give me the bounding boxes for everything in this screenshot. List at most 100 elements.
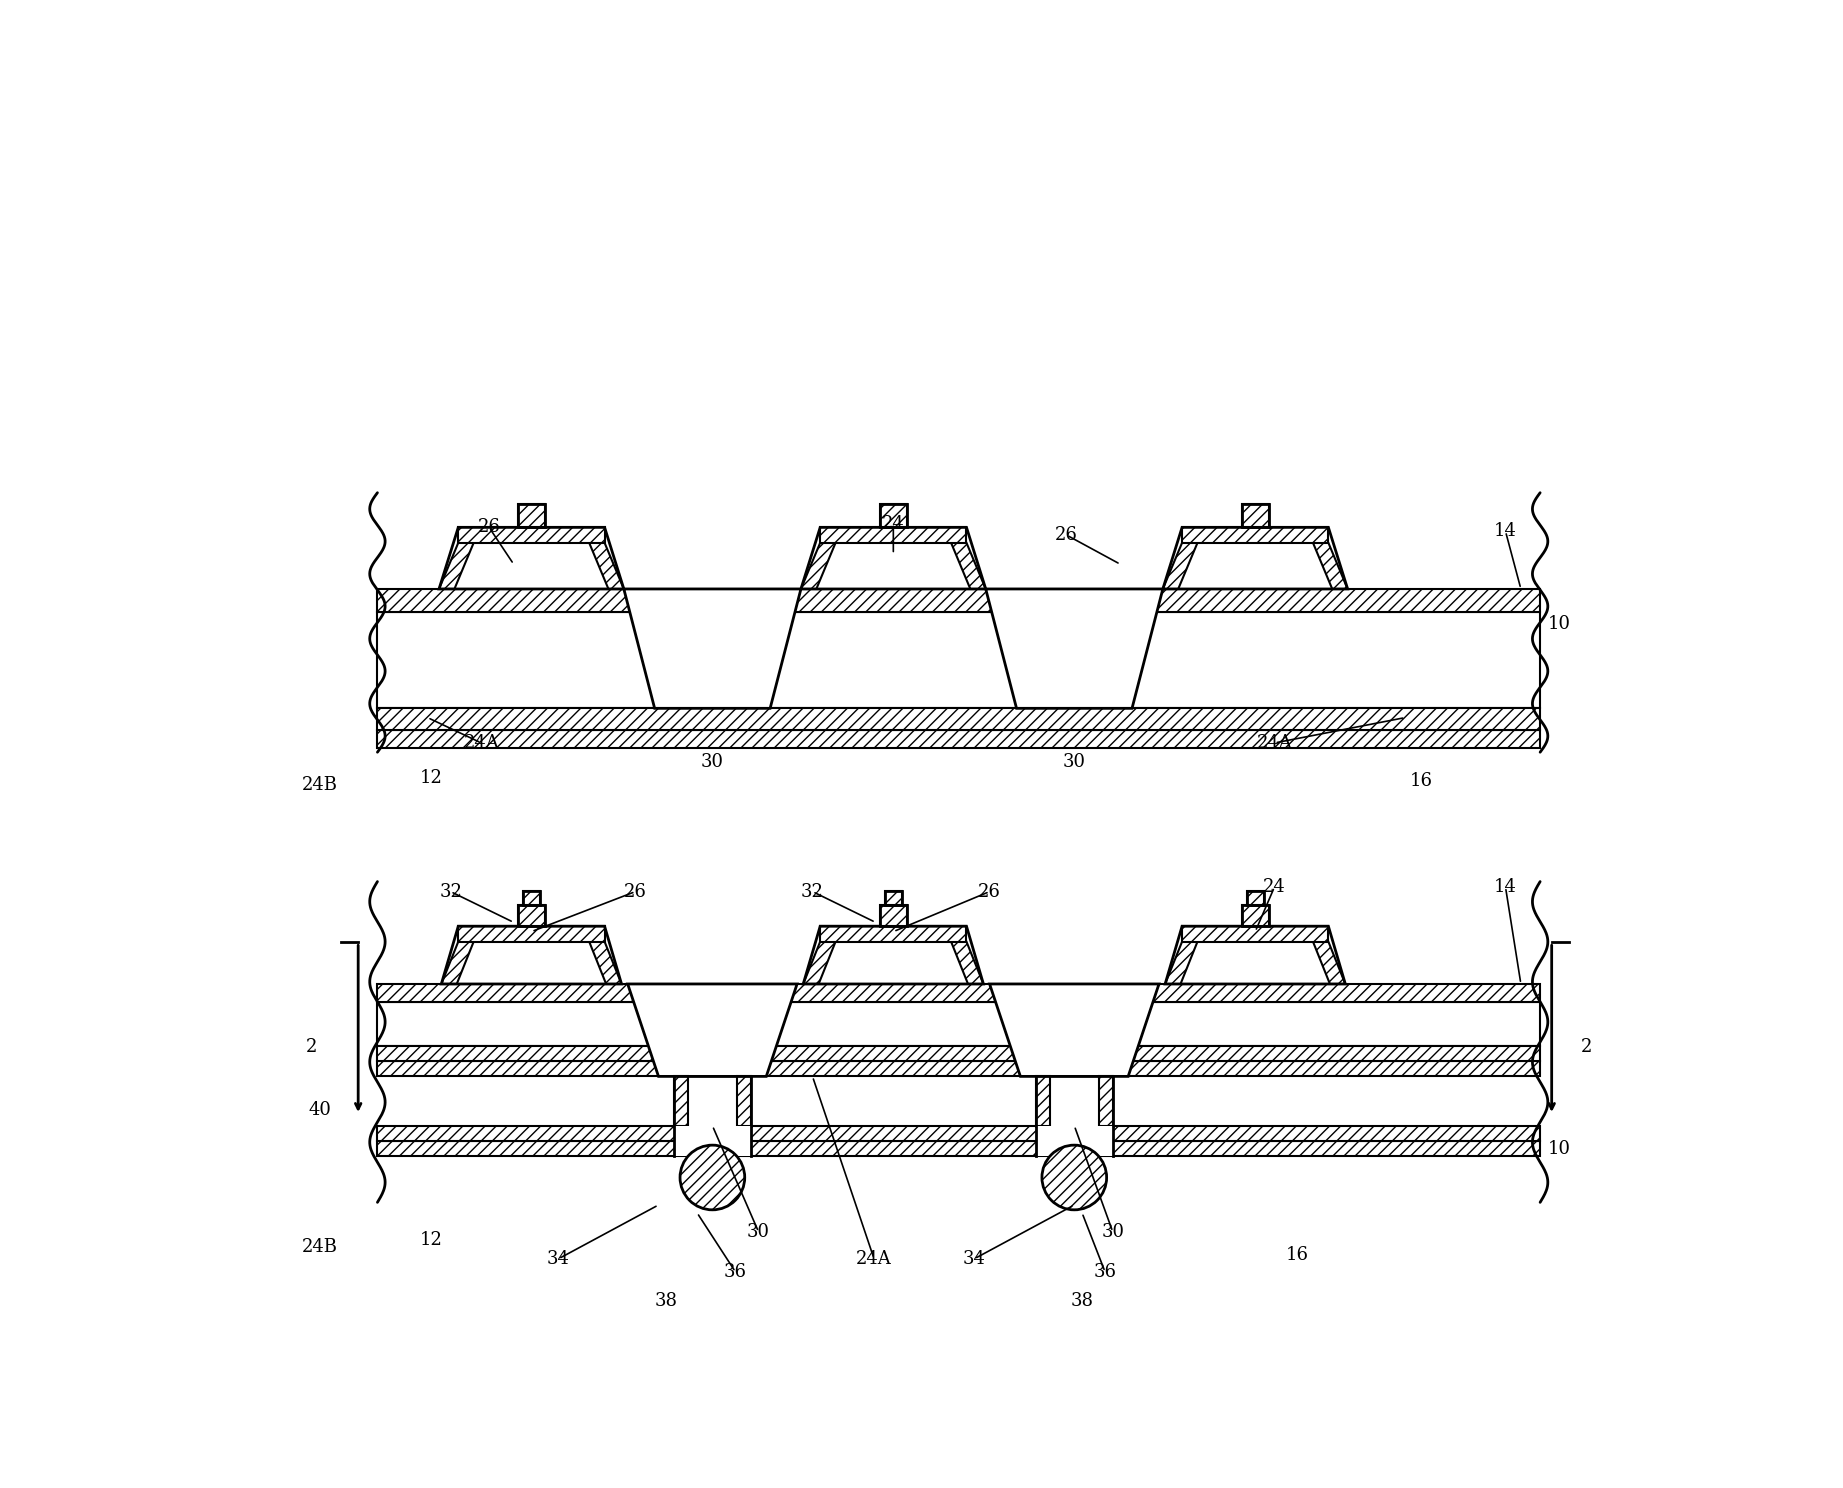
Bar <box>518 504 546 527</box>
Bar <box>1242 504 1268 527</box>
Bar <box>523 891 540 905</box>
Polygon shape <box>1165 942 1198 984</box>
Bar <box>378 589 1541 612</box>
Text: 30: 30 <box>746 1223 770 1241</box>
Text: 26: 26 <box>979 882 1001 900</box>
Text: 26: 26 <box>1056 527 1078 545</box>
Polygon shape <box>1163 543 1198 589</box>
Polygon shape <box>590 942 621 984</box>
Text: 30: 30 <box>700 753 724 771</box>
Text: 26: 26 <box>477 518 501 536</box>
Text: 24A: 24A <box>463 734 499 751</box>
Polygon shape <box>818 942 968 984</box>
Bar <box>885 891 901 905</box>
Polygon shape <box>1312 942 1345 984</box>
Polygon shape <box>1181 926 1329 942</box>
Bar <box>1036 1125 1113 1156</box>
Text: 34: 34 <box>547 1250 569 1268</box>
Bar <box>518 504 546 527</box>
Bar <box>378 1046 1541 1061</box>
Polygon shape <box>1181 527 1329 543</box>
Bar <box>737 1076 750 1125</box>
Text: 36: 36 <box>724 1263 746 1281</box>
Bar <box>879 905 907 926</box>
Text: 24B: 24B <box>302 1238 337 1256</box>
Bar <box>1242 905 1268 926</box>
Text: 30: 30 <box>1102 1223 1124 1241</box>
Polygon shape <box>1181 942 1331 984</box>
Polygon shape <box>820 527 966 543</box>
Polygon shape <box>440 942 474 984</box>
Bar <box>1051 1076 1098 1125</box>
Text: 32: 32 <box>802 882 824 900</box>
Text: 40: 40 <box>308 1101 332 1119</box>
Text: 14: 14 <box>1495 878 1517 896</box>
Bar <box>378 708 1541 731</box>
Polygon shape <box>1178 543 1332 589</box>
Polygon shape <box>820 926 966 942</box>
Bar <box>378 1141 1541 1156</box>
Text: 2: 2 <box>306 1039 317 1056</box>
Bar <box>378 1061 1541 1076</box>
Text: 24B: 24B <box>302 777 337 795</box>
Polygon shape <box>623 589 802 708</box>
Bar <box>518 905 546 926</box>
Bar <box>378 984 1541 1003</box>
Polygon shape <box>816 543 969 589</box>
Text: 38: 38 <box>1071 1292 1093 1311</box>
Text: 24A: 24A <box>1257 734 1292 751</box>
Text: 36: 36 <box>1093 1263 1117 1281</box>
Text: 30: 30 <box>1063 753 1086 771</box>
Polygon shape <box>455 543 608 589</box>
Text: 16: 16 <box>1286 1245 1309 1263</box>
Bar <box>1246 891 1264 905</box>
Bar <box>518 905 546 926</box>
Bar <box>1036 1076 1051 1125</box>
Text: 38: 38 <box>654 1292 678 1311</box>
Polygon shape <box>439 543 474 589</box>
Bar <box>687 1076 737 1125</box>
Text: 26: 26 <box>625 882 647 900</box>
Bar <box>879 504 907 527</box>
Polygon shape <box>802 543 835 589</box>
Bar <box>1246 891 1264 905</box>
Circle shape <box>680 1146 745 1210</box>
Polygon shape <box>459 527 605 543</box>
Text: 32: 32 <box>439 882 463 900</box>
Text: 12: 12 <box>420 769 442 787</box>
Polygon shape <box>628 984 796 1076</box>
Polygon shape <box>951 543 986 589</box>
Text: 24A: 24A <box>857 1250 892 1268</box>
Bar <box>378 612 1541 708</box>
Text: 24: 24 <box>1262 878 1286 896</box>
Text: 34: 34 <box>962 1250 986 1268</box>
Bar <box>1242 504 1268 527</box>
Bar <box>378 1125 1541 1141</box>
Bar <box>675 1076 687 1125</box>
Polygon shape <box>1312 543 1347 589</box>
Text: 10: 10 <box>1548 1140 1570 1158</box>
Text: 24: 24 <box>883 515 905 533</box>
Bar <box>879 504 907 527</box>
Polygon shape <box>590 543 623 589</box>
Bar <box>1242 905 1268 926</box>
Text: 10: 10 <box>1548 615 1570 632</box>
Polygon shape <box>457 942 606 984</box>
Circle shape <box>1041 1146 1106 1210</box>
Text: 2: 2 <box>1581 1039 1592 1056</box>
Polygon shape <box>990 984 1159 1076</box>
Polygon shape <box>804 942 835 984</box>
Polygon shape <box>986 589 1163 708</box>
Bar <box>879 905 907 926</box>
Polygon shape <box>951 942 984 984</box>
Bar <box>378 1003 1541 1046</box>
Text: 14: 14 <box>1495 522 1517 540</box>
Bar <box>1098 1076 1113 1125</box>
Polygon shape <box>459 926 605 942</box>
Bar <box>523 891 540 905</box>
Text: 16: 16 <box>1410 772 1432 790</box>
Bar <box>885 891 901 905</box>
Text: 12: 12 <box>420 1231 442 1248</box>
Bar <box>378 731 1541 748</box>
Bar <box>675 1125 750 1156</box>
